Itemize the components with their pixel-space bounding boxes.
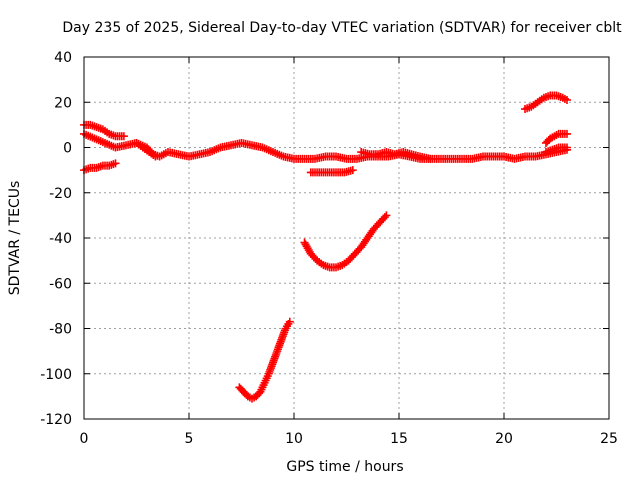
x-tick-label: 5 <box>185 431 194 447</box>
y-tick-label: -20 <box>49 186 72 202</box>
y-tick-label: 0 <box>63 141 72 157</box>
series-arc-11 <box>542 143 571 157</box>
data-point <box>111 159 120 168</box>
y-tick-label: -80 <box>49 322 72 338</box>
y-tick-label: -40 <box>49 231 72 247</box>
series-arc-6 <box>357 148 435 163</box>
series-arc-2 <box>80 120 128 141</box>
data-point <box>563 143 571 152</box>
x-axis-label: GPS time / hours <box>286 459 403 475</box>
y-tick-label: -120 <box>40 412 72 428</box>
series-arc-10 <box>542 129 571 147</box>
series-arc-5 <box>306 166 357 177</box>
y-tick-label: 40 <box>54 50 72 66</box>
chart-title: Day 235 of 2025, Sidereal Day-to-day VTE… <box>62 20 622 36</box>
x-tick-label: 20 <box>495 431 513 447</box>
data-point <box>380 213 389 222</box>
series-arc-3 <box>80 159 120 175</box>
series-arc-9 <box>521 91 571 114</box>
data-point <box>426 154 435 163</box>
y-tick-label: 20 <box>54 95 72 111</box>
x-tick-label: 15 <box>390 431 408 447</box>
series-arc-8 <box>300 211 391 272</box>
y-tick-label: -60 <box>49 276 72 292</box>
axis-ticks: 0 5 10 15 20 25 -120 -100 -80 -60 -40 -20 0 20 40 <box>40 50 618 447</box>
data-series <box>80 91 571 403</box>
y-axis-label: SDTVAR / TECUs <box>7 181 23 296</box>
data-point <box>285 317 294 326</box>
data-point <box>151 152 160 161</box>
series-arc-4 <box>132 138 160 161</box>
data-point <box>119 132 128 141</box>
series-arc-7 <box>235 317 294 403</box>
data-point <box>563 129 571 138</box>
data-point <box>348 166 357 175</box>
x-tick-label: 10 <box>285 431 303 447</box>
data-point <box>382 211 391 220</box>
y-tick-label: -100 <box>40 367 72 383</box>
grid <box>84 57 609 419</box>
x-tick-label: 0 <box>80 431 89 447</box>
data-point <box>563 95 571 104</box>
x-tick-label: 25 <box>600 431 618 447</box>
